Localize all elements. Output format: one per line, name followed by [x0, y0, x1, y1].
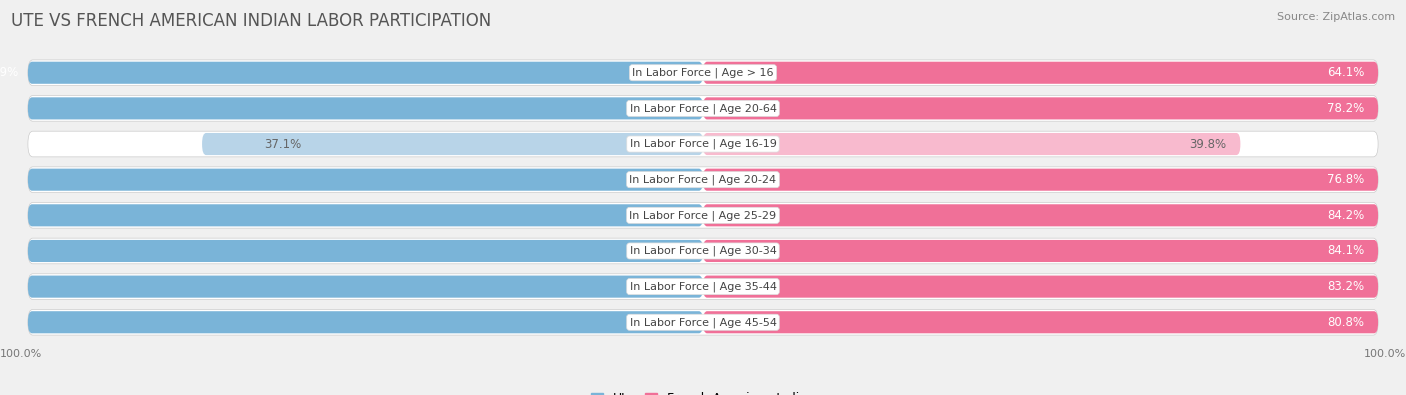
Text: In Labor Force | Age 16-19: In Labor Force | Age 16-19 — [630, 139, 776, 149]
FancyBboxPatch shape — [28, 167, 1378, 192]
FancyBboxPatch shape — [28, 240, 703, 262]
Legend: Ute, French American Indian: Ute, French American Indian — [586, 387, 820, 395]
FancyBboxPatch shape — [703, 311, 1378, 333]
FancyBboxPatch shape — [703, 204, 1378, 226]
Text: 84.1%: 84.1% — [1327, 245, 1364, 258]
FancyBboxPatch shape — [28, 311, 703, 333]
FancyBboxPatch shape — [28, 131, 1378, 157]
Text: In Labor Force | Age 25-29: In Labor Force | Age 25-29 — [630, 210, 776, 220]
FancyBboxPatch shape — [28, 274, 1378, 299]
FancyBboxPatch shape — [28, 60, 1378, 86]
FancyBboxPatch shape — [28, 97, 703, 119]
Text: 64.1%: 64.1% — [1327, 66, 1364, 79]
FancyBboxPatch shape — [28, 203, 1378, 228]
Text: In Labor Force | Age 45-54: In Labor Force | Age 45-54 — [630, 317, 776, 327]
Text: In Labor Force | Age 35-44: In Labor Force | Age 35-44 — [630, 281, 776, 292]
Text: In Labor Force | Age 20-24: In Labor Force | Age 20-24 — [630, 175, 776, 185]
Text: 84.2%: 84.2% — [1327, 209, 1364, 222]
FancyBboxPatch shape — [28, 276, 703, 298]
Text: UTE VS FRENCH AMERICAN INDIAN LABOR PARTICIPATION: UTE VS FRENCH AMERICAN INDIAN LABOR PART… — [11, 12, 492, 30]
Text: 39.8%: 39.8% — [1189, 137, 1226, 150]
FancyBboxPatch shape — [703, 169, 1378, 191]
FancyBboxPatch shape — [703, 240, 1378, 262]
Text: 78.2%: 78.2% — [1327, 102, 1364, 115]
FancyBboxPatch shape — [28, 204, 703, 226]
FancyBboxPatch shape — [28, 62, 703, 84]
Text: 60.9%: 60.9% — [0, 66, 18, 79]
FancyBboxPatch shape — [28, 238, 1378, 264]
FancyBboxPatch shape — [28, 309, 1378, 335]
Text: 83.2%: 83.2% — [1327, 280, 1364, 293]
Text: In Labor Force | Age > 16: In Labor Force | Age > 16 — [633, 68, 773, 78]
Text: 76.8%: 76.8% — [1327, 173, 1364, 186]
Text: 80.8%: 80.8% — [1327, 316, 1364, 329]
FancyBboxPatch shape — [202, 133, 703, 155]
FancyBboxPatch shape — [28, 169, 703, 191]
Text: In Labor Force | Age 20-64: In Labor Force | Age 20-64 — [630, 103, 776, 114]
Text: Source: ZipAtlas.com: Source: ZipAtlas.com — [1277, 12, 1395, 22]
Text: 37.1%: 37.1% — [264, 137, 301, 150]
FancyBboxPatch shape — [703, 133, 1240, 155]
Text: In Labor Force | Age 30-34: In Labor Force | Age 30-34 — [630, 246, 776, 256]
FancyBboxPatch shape — [28, 96, 1378, 121]
FancyBboxPatch shape — [703, 62, 1378, 84]
FancyBboxPatch shape — [703, 276, 1378, 298]
FancyBboxPatch shape — [703, 97, 1378, 119]
